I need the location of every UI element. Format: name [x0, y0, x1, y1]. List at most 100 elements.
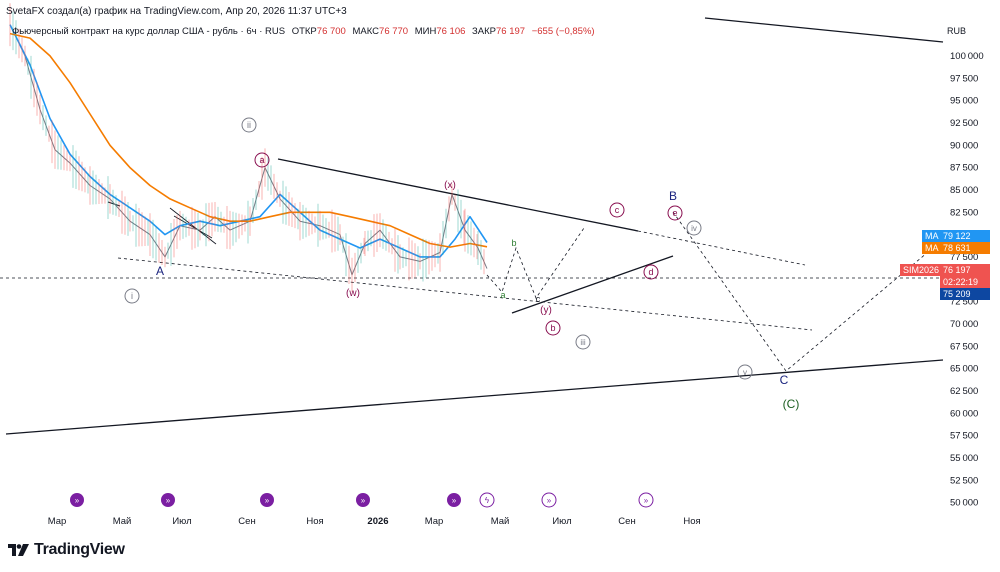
wave-label: d [648, 267, 653, 277]
svg-text:»: » [75, 496, 80, 505]
event-marker: » [260, 493, 274, 507]
upper-resistance-dashed [637, 230, 806, 266]
wave-label: (x) [444, 180, 456, 191]
wave-label: b [550, 323, 555, 333]
wave-label-circle: d [643, 264, 659, 280]
wave-label: C [780, 373, 789, 387]
last-price-tag: 76 197 [940, 264, 990, 276]
y-tick-label: 87 500 [950, 163, 978, 174]
wave-label-circle: ii [241, 117, 257, 133]
wave-label: iii [580, 338, 586, 347]
long-term-support-line [5, 359, 944, 435]
svg-text:»: » [452, 496, 457, 505]
event-marker: » [541, 492, 557, 508]
y-tick-label: 95 000 [950, 96, 978, 107]
y-tick-label: 72 500 [950, 297, 978, 308]
y-tick-label: 70 000 [950, 319, 978, 330]
x-tick-label: Мар [48, 516, 67, 527]
y-tick-label: 62 500 [950, 386, 978, 397]
level-tag: 75 209 [940, 288, 990, 300]
x-tick-label: Сен [238, 516, 255, 527]
wave-abc-projection [486, 227, 585, 299]
y-tick-label: 65 000 [950, 364, 978, 375]
countdown-tag: 02:22:19 [940, 276, 990, 288]
y-tick-label: 67 500 [950, 341, 978, 352]
change-value: −655 (−0,85%) [531, 26, 595, 37]
x-tick-label: Июл [552, 516, 571, 527]
axes: 50 000 52 500 55 000 57 500 60 000 62 500 65 0… [48, 51, 984, 527]
triangle-brush-2 [169, 207, 217, 245]
low-value: 76 106 [436, 26, 466, 37]
wave-label-circle: iii [575, 334, 591, 350]
x-tick-label: Июл [172, 516, 191, 527]
lower-channel-dashed [117, 257, 813, 331]
ma1-value-tag: 79 122 [940, 230, 990, 242]
y-tick-label: 57 500 [950, 431, 978, 442]
x-tick-label: Мар [425, 516, 444, 527]
svg-text:ϟ: ϟ [485, 496, 490, 505]
wave-label: c [536, 294, 541, 304]
symbol-tag: SIM2026 [900, 264, 940, 276]
tradingview-logo[interactable]: TradingView [8, 541, 125, 559]
wave-label: (w) [346, 288, 360, 299]
x-tick-label: Ноя [306, 516, 323, 527]
ma1-label-tag: MA [922, 230, 940, 242]
x-tick-label: 2026 [367, 516, 388, 527]
wave-label: ii [247, 120, 251, 130]
open-label: ОТКР [291, 26, 317, 37]
open-value: 76 700 [316, 26, 346, 37]
svg-text:»: » [644, 496, 649, 505]
wave-label: iv [691, 224, 697, 233]
x-tick-label: Ноя [683, 516, 700, 527]
y-tick-label: 55 000 [950, 453, 978, 464]
event-marker: » [356, 493, 370, 507]
high-value: 76 770 [379, 26, 409, 37]
y-tick-label: 60 000 [950, 408, 978, 419]
svg-text:»: » [265, 496, 270, 505]
wave-c-projection [672, 211, 941, 372]
logo-text: TradingView [34, 541, 125, 558]
tradingview-logo-icon [8, 543, 29, 556]
y-tick-label: 82 500 [950, 207, 978, 218]
wave-label-circle: c [609, 202, 625, 218]
wave-label: B [669, 189, 677, 203]
wave-label-circle: b [545, 320, 561, 336]
ma2-label-tag: MA [922, 242, 940, 254]
ma2-value-tag: 78 631 [940, 242, 990, 254]
wave-label-circle: e [667, 205, 683, 221]
event-marker: ϟ [479, 492, 495, 508]
symbol-legend[interactable]: Фьючерсный контракт на курс доллар США -… [12, 26, 595, 37]
y-tick-label: 97 500 [950, 73, 978, 84]
y-tick-label: 90 000 [950, 140, 978, 151]
instrument-name: Фьючерсный контракт на курс доллар США -… [12, 26, 286, 37]
author-line: SvetaFX создал(а) график на TradingView.… [6, 6, 347, 17]
close-value: 76 197 [496, 26, 526, 37]
ma-series-line [9, 32, 488, 248]
wave-label-circle: iv [686, 220, 702, 236]
x-tick-label: Май [113, 516, 132, 527]
wave-label-circle: i [124, 288, 140, 304]
wave-label: i [131, 291, 133, 301]
event-markers[interactable]: » » » » » ϟ » » [70, 492, 654, 508]
series-layer [9, 3, 488, 292]
wave-label: a [259, 155, 264, 165]
wave-label: (y) [540, 305, 552, 316]
y-tick-label: 100 000 [950, 51, 984, 62]
long-term-line-top [704, 17, 944, 43]
high-label: МАКС [352, 26, 380, 37]
close-label: ЗАКР [472, 26, 496, 37]
event-marker: » [70, 493, 84, 507]
wave-label: A [156, 264, 164, 278]
wave-label: v [743, 368, 747, 377]
y-tick-label: 77 500 [950, 252, 978, 263]
x-tick-label: Сен [618, 516, 635, 527]
svg-text:»: » [361, 496, 366, 505]
wave-label-circle: a [254, 152, 270, 168]
svg-text:»: » [547, 496, 552, 505]
trendlines[interactable] [0, 17, 944, 435]
event-marker: » [161, 493, 175, 507]
wave-label: a [500, 290, 505, 300]
y-tick-label: 52 500 [950, 475, 978, 486]
wave-label: b [511, 238, 516, 248]
